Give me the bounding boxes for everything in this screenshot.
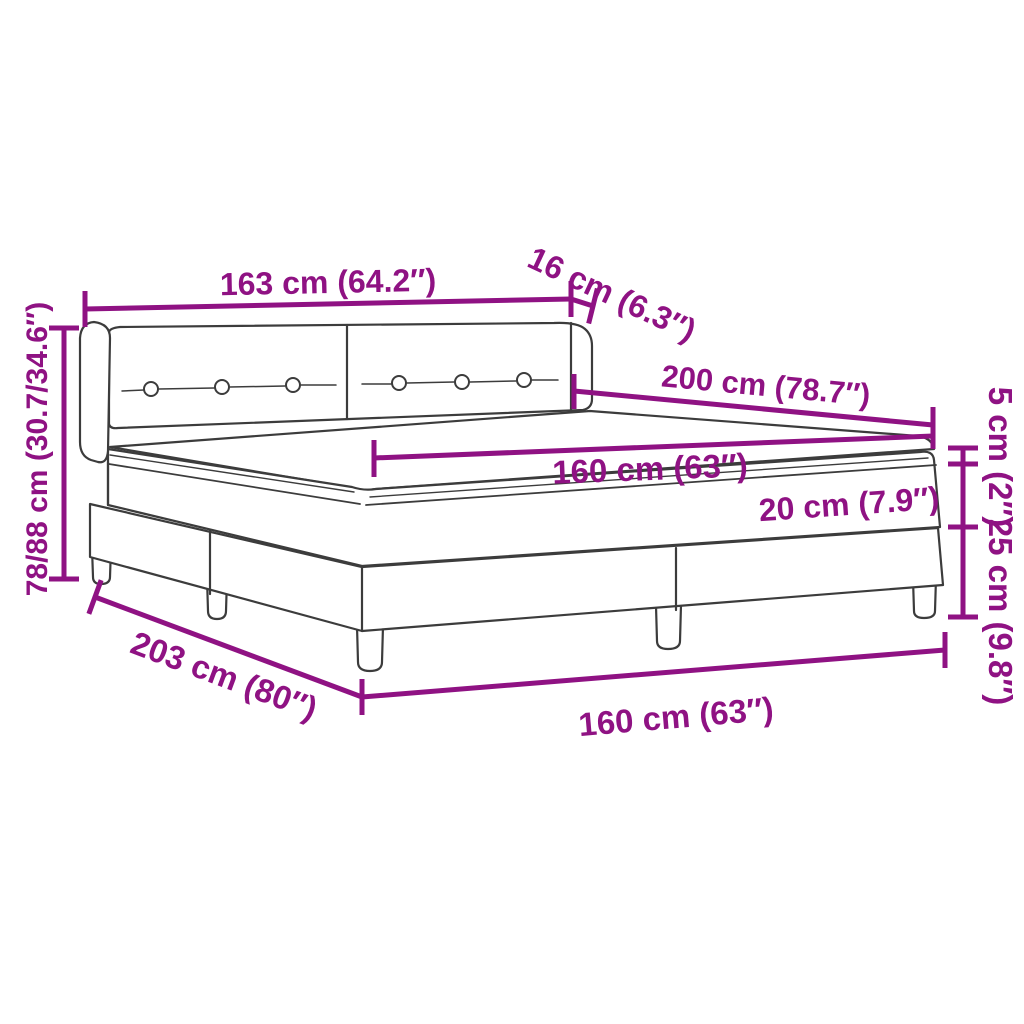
button-5 (454, 374, 470, 390)
dim-total-height (49, 325, 79, 582)
leg-foot-middle (654, 603, 683, 651)
button-6 (516, 372, 532, 388)
button-1 (143, 381, 159, 397)
bed-drawing (78, 320, 945, 673)
total-height-label: 78/88 cm (30.7/34.6″) (21, 302, 54, 597)
mattress-width-top-label: 160 cm (63″) (552, 446, 749, 490)
button-4 (391, 375, 407, 391)
button-2 (214, 379, 230, 395)
mattress-block (106, 409, 942, 568)
dimension-lines (49, 281, 978, 715)
headboard (78, 320, 594, 464)
topper-seam-line (108, 463, 937, 506)
dim-headboard-depth (570, 287, 600, 325)
headboard-panel (107, 321, 594, 430)
mattress-front-face (106, 447, 942, 568)
base-height-label: 25 cm (9.8″) (982, 519, 1019, 705)
dim-bed-width-bottom (361, 632, 948, 700)
dim-mattress-width-top (371, 433, 934, 477)
leg-front-corner (355, 624, 385, 673)
headboard-width-label: 163 cm (64.2″) (219, 262, 436, 303)
topper-height-label: 5 cm (2″) (982, 387, 1019, 528)
tufting-lines (121, 379, 559, 392)
bed-width-bottom-label: 160 cm (63″) (577, 690, 775, 743)
headboard-left-post (78, 320, 112, 464)
headboard-buttons (143, 372, 532, 397)
button-3 (285, 377, 301, 393)
mattress-piping-line (109, 454, 929, 498)
dim-right-height-stack (948, 445, 978, 620)
bed-length-label: 203 cm (80″) (126, 624, 322, 727)
dim-mattress-length (571, 374, 936, 449)
